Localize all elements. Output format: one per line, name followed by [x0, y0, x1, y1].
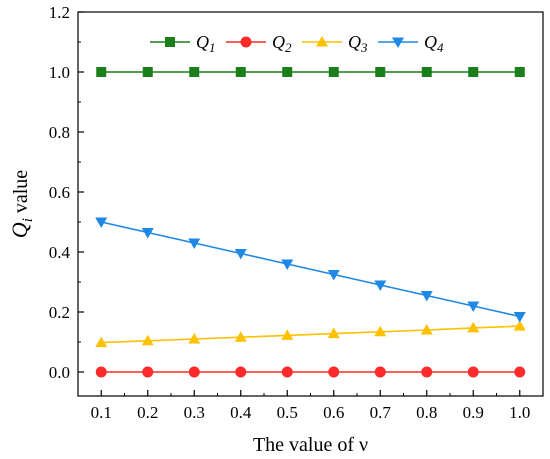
x-tick-label: 0.3: [184, 403, 205, 422]
series-q3-point: [513, 320, 526, 331]
series-q1-point: [375, 67, 386, 77]
series-q3-point: [141, 334, 154, 346]
series-q3-line: [101, 325, 520, 344]
series-q3-point: [188, 333, 201, 344]
series-q4-point: [420, 291, 433, 302]
axes-layer: 0.1 0.2 0.3 0.4 0.5 0.6 0.7 0.8 0.9 1.0 0.0 0.2 0.4 0…: [49, 3, 531, 422]
series-q4-point: [95, 217, 108, 228]
series-q1-point: [235, 67, 246, 77]
series-q2-point: [328, 366, 340, 378]
x-axis-title: The value of ν: [253, 434, 368, 456]
legend-label-sub: 1: [209, 40, 216, 55]
legend-label: Q4: [424, 32, 444, 55]
y-tick-label: 1.0: [49, 63, 70, 82]
series-q2-point: [188, 366, 200, 378]
legend-marker: [392, 37, 404, 48]
series-q4-point: [234, 249, 247, 260]
series-q3-point: [467, 321, 480, 333]
series-q3-point: [281, 329, 294, 340]
series-q2-point: [235, 366, 247, 378]
y-tick-label: 0.0: [49, 363, 70, 382]
series-q4: [95, 217, 526, 323]
series-q1-point: [468, 67, 479, 77]
series-q2-point: [374, 366, 386, 378]
series-q4-line: [101, 221, 520, 318]
series-q3-point: [374, 325, 387, 337]
series-q4-point: [374, 280, 387, 291]
series-q2-point: [95, 366, 107, 378]
y-tick-label: 0.2: [49, 303, 70, 322]
legend-marker: [316, 36, 328, 47]
y-tick-label: 0.6: [49, 183, 70, 202]
x-tick-label: 0.1: [91, 403, 112, 422]
series-q4-point: [513, 312, 526, 323]
legend-item-q2: Q2: [226, 32, 292, 55]
series-q4-point: [467, 301, 480, 312]
legend-label-sub: 3: [360, 40, 368, 55]
legend-label: Q2: [272, 32, 292, 55]
y-tick-label: 0.4: [49, 243, 71, 262]
y-axis-title-sub: i: [20, 218, 36, 222]
series-q3-point: [420, 324, 433, 335]
series-q4-point: [141, 228, 154, 239]
y-axis-title-rest: value: [10, 170, 32, 218]
y-axis-title-main: Q: [7, 222, 32, 238]
series-q1-point: [96, 67, 107, 77]
legend-label-main: Q: [272, 32, 285, 52]
series-q2-point: [514, 366, 526, 378]
series-q1-point: [328, 67, 339, 77]
legend-item-q1: Q1: [150, 32, 216, 55]
x-tick-label: 0.8: [416, 403, 437, 422]
series-q2-point: [421, 366, 433, 378]
legend-label-main: Q: [424, 32, 437, 52]
series-q3-point: [234, 331, 247, 342]
series-q2-point: [467, 366, 479, 378]
series-q2-point: [142, 366, 154, 378]
x-tick-label: 1.0: [509, 403, 530, 422]
series-q3: [95, 320, 526, 348]
x-tick-label: 0.7: [370, 403, 392, 422]
series-q2-point: [281, 366, 293, 378]
series-q3-point: [95, 336, 108, 348]
series-q1-point: [142, 67, 153, 77]
series-q4-point: [327, 270, 340, 281]
series-q3-point: [327, 327, 340, 339]
legend-item-q4: Q4: [378, 32, 444, 55]
x-tick-label: 0.4: [230, 403, 252, 422]
legend-label-main: Q: [196, 32, 209, 52]
legend-label-sub: 2: [285, 40, 292, 55]
series-q2: [95, 366, 526, 378]
legend-label: Q3: [348, 32, 368, 55]
series-q1-point: [282, 67, 293, 77]
series-q1-point: [514, 67, 525, 77]
legend-label-sub: 4: [437, 40, 444, 55]
x-tick-label: 0.2: [137, 403, 158, 422]
legend: Q1 Q2 Q3 Q4: [150, 32, 444, 55]
plot-layer: [95, 67, 526, 378]
series-q4-point: [188, 238, 201, 249]
legend-marker: [240, 36, 252, 48]
legend-marker: [165, 37, 175, 47]
series-q1-point: [189, 67, 200, 77]
x-tick-label: 0.9: [463, 403, 484, 422]
legend-item-q3: Q3: [302, 32, 368, 55]
x-tick-label: 0.6: [323, 403, 344, 422]
legend-label-main: Q: [348, 32, 361, 52]
y-tick-label: 0.8: [49, 123, 70, 142]
series-q1-point: [421, 67, 432, 77]
legend-label: Q1: [196, 32, 216, 55]
series-q4-point: [281, 259, 294, 270]
x-tick-label: 0.5: [277, 403, 298, 422]
series-q1: [96, 67, 525, 77]
y-axis-title: Qi value: [7, 170, 36, 238]
y-tick-label: 1.2: [49, 3, 70, 22]
